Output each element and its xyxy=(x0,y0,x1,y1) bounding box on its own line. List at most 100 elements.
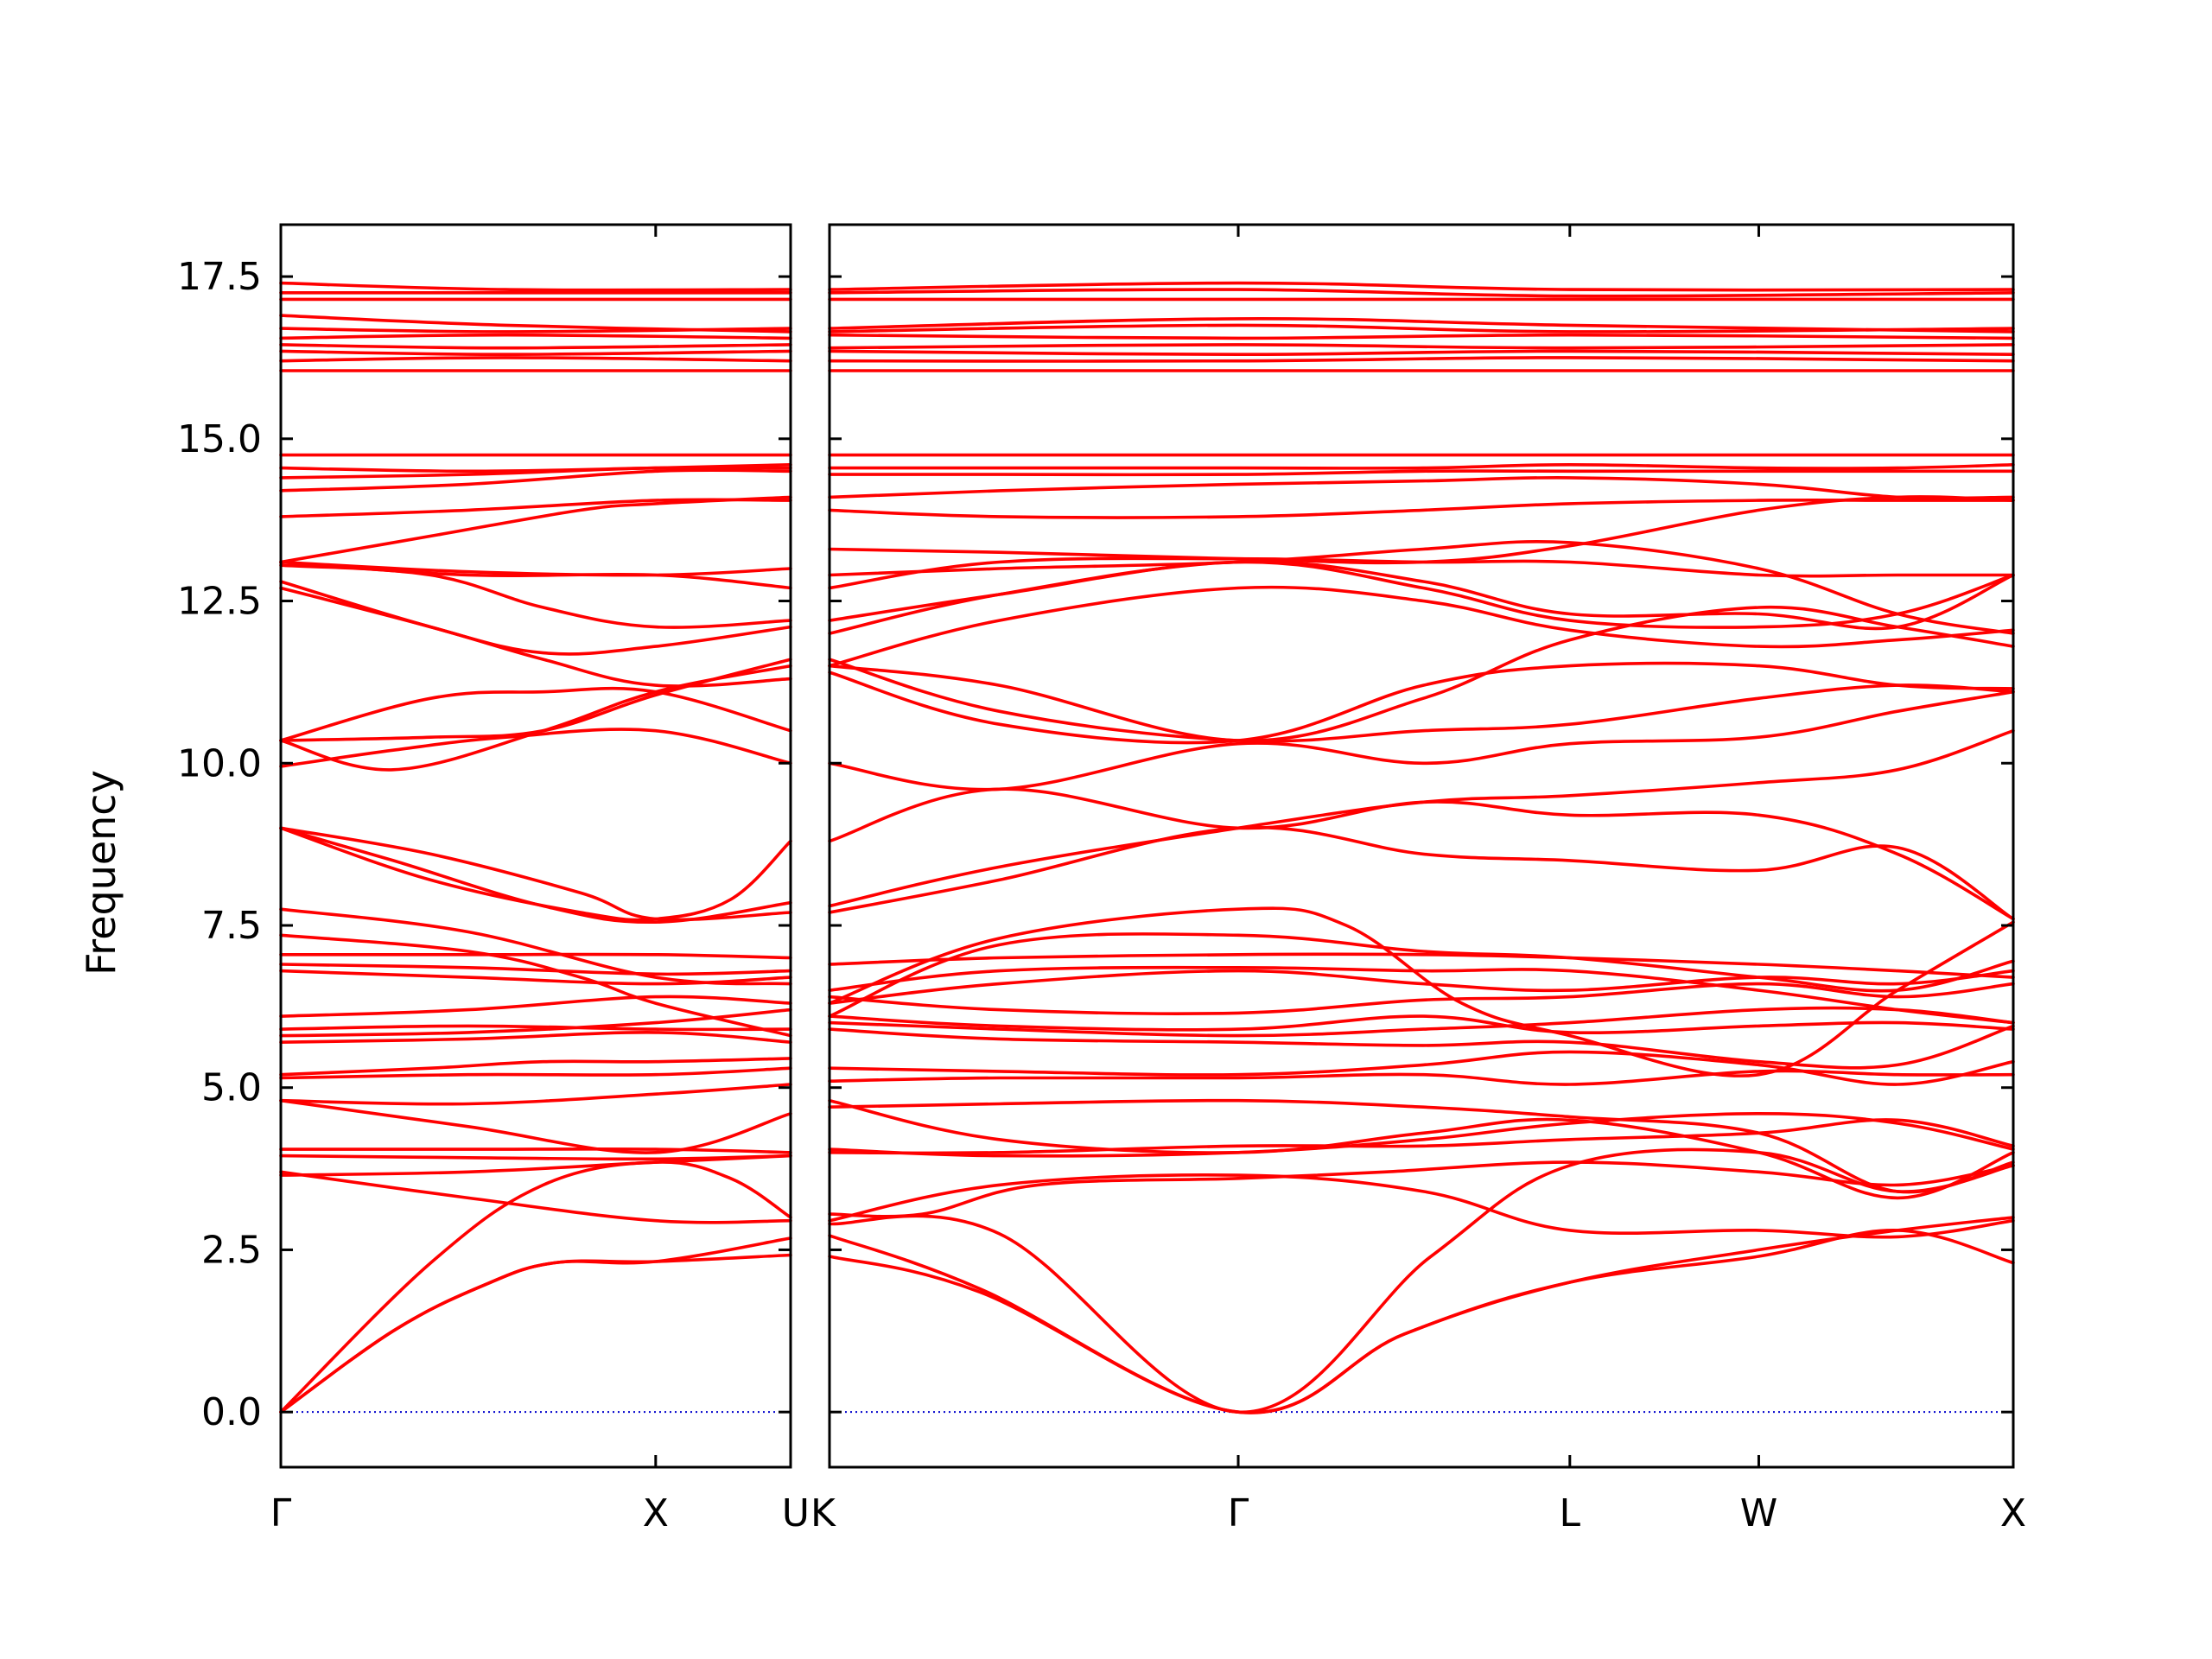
band-line xyxy=(828,906,2015,1077)
band-line xyxy=(828,560,2015,635)
band-line xyxy=(828,1160,2015,1218)
band-line xyxy=(828,1173,2015,1239)
band-line xyxy=(279,995,792,1018)
band-line xyxy=(828,343,2015,350)
x-tick-label: X xyxy=(643,1491,669,1535)
band-line xyxy=(279,826,792,922)
band-line xyxy=(279,463,792,474)
left-panel-frame xyxy=(279,223,792,1469)
band-line xyxy=(828,1229,2015,1414)
band-line xyxy=(828,1006,2015,1038)
band-line xyxy=(828,825,2015,921)
band-line xyxy=(279,933,792,1038)
band-series-group xyxy=(279,281,2015,1414)
y-tick-label: 5.0 xyxy=(201,1066,262,1110)
band-line xyxy=(828,349,2015,356)
band-line xyxy=(828,495,2015,565)
band-line xyxy=(279,952,792,960)
band-line xyxy=(828,1118,2015,1155)
y-tick-label: 12.5 xyxy=(177,580,262,624)
band-line xyxy=(279,1031,792,1044)
band-line xyxy=(828,1069,2015,1086)
band-line xyxy=(828,556,2015,590)
band-line xyxy=(279,969,792,986)
band-line xyxy=(828,1098,2015,1194)
band-line xyxy=(828,952,2015,979)
y-tick-label: 2.5 xyxy=(201,1228,262,1272)
band-line xyxy=(279,826,792,922)
band-line xyxy=(279,281,792,292)
band-line xyxy=(279,728,792,768)
x-tick-label: Γ xyxy=(1228,1491,1249,1535)
band-line xyxy=(828,965,2015,1025)
band-line xyxy=(279,1170,792,1224)
band-line xyxy=(828,661,2015,745)
x-tick-label: Γ xyxy=(270,1491,292,1535)
band-line xyxy=(828,969,2015,1005)
band-line xyxy=(828,1098,2015,1200)
band-line xyxy=(279,580,792,656)
band-line xyxy=(279,498,792,518)
band-line xyxy=(828,1024,2015,1070)
band-line xyxy=(828,356,2015,363)
y-tick-label: 7.5 xyxy=(201,904,262,948)
band-line xyxy=(279,349,792,356)
band-line xyxy=(279,1147,792,1154)
panel-frames xyxy=(279,223,2015,1469)
x-tick-label: L xyxy=(1560,1491,1581,1535)
band-line xyxy=(828,605,2015,742)
band-line xyxy=(279,907,792,986)
x-tick-label: K xyxy=(810,1491,836,1535)
y-tick-label: 15.0 xyxy=(177,417,262,461)
band-line xyxy=(279,1024,792,1032)
band-line xyxy=(279,560,792,577)
band-line xyxy=(828,469,2015,477)
band-line xyxy=(828,931,2015,1018)
band-line xyxy=(279,1066,792,1080)
band-line xyxy=(279,333,792,340)
x-tick-label: U xyxy=(782,1491,810,1535)
band-line xyxy=(279,468,792,493)
band-line xyxy=(828,317,2015,334)
y-tick-label: 0.0 xyxy=(201,1390,262,1434)
band-line xyxy=(828,982,2015,1015)
y-tick-label: 17.5 xyxy=(177,255,262,299)
band-line xyxy=(828,476,2015,500)
band-line xyxy=(828,281,2015,292)
y-tick-label: 10.0 xyxy=(177,741,262,785)
band-line xyxy=(279,586,792,688)
band-line xyxy=(828,333,2015,340)
band-line xyxy=(828,585,2015,668)
band-line xyxy=(828,1112,2015,1158)
band-line xyxy=(279,314,792,334)
band-line xyxy=(279,658,792,742)
band-line xyxy=(279,1098,792,1154)
band-line xyxy=(279,1236,792,1414)
band-line xyxy=(828,728,2015,908)
band-line xyxy=(279,356,792,363)
band-line xyxy=(279,1154,792,1161)
y-axis-label: Frequency xyxy=(78,770,124,976)
band-line xyxy=(828,288,2015,298)
band-line xyxy=(828,1216,2015,1414)
band-line xyxy=(828,539,2015,635)
x-tick-label: X xyxy=(2000,1491,2026,1535)
band-line xyxy=(279,686,792,742)
band-line xyxy=(828,787,2015,921)
band-line xyxy=(279,1057,792,1077)
right-panel-frame xyxy=(828,223,2015,1469)
band-line xyxy=(828,1147,2015,1414)
band-line xyxy=(828,658,2015,743)
band-line xyxy=(828,690,2015,791)
band-line xyxy=(279,1160,792,1414)
band-line xyxy=(279,1083,792,1106)
y-axis: 0.0 2.5 5.0 7.5 10.0 12.5 15.0 17.5 xyxy=(177,255,2013,1434)
band-line xyxy=(279,1007,792,1038)
band-line xyxy=(828,499,2015,519)
band-line xyxy=(279,495,792,564)
band-line xyxy=(828,1050,2015,1086)
band-line xyxy=(828,463,2015,470)
band-line xyxy=(279,343,792,350)
